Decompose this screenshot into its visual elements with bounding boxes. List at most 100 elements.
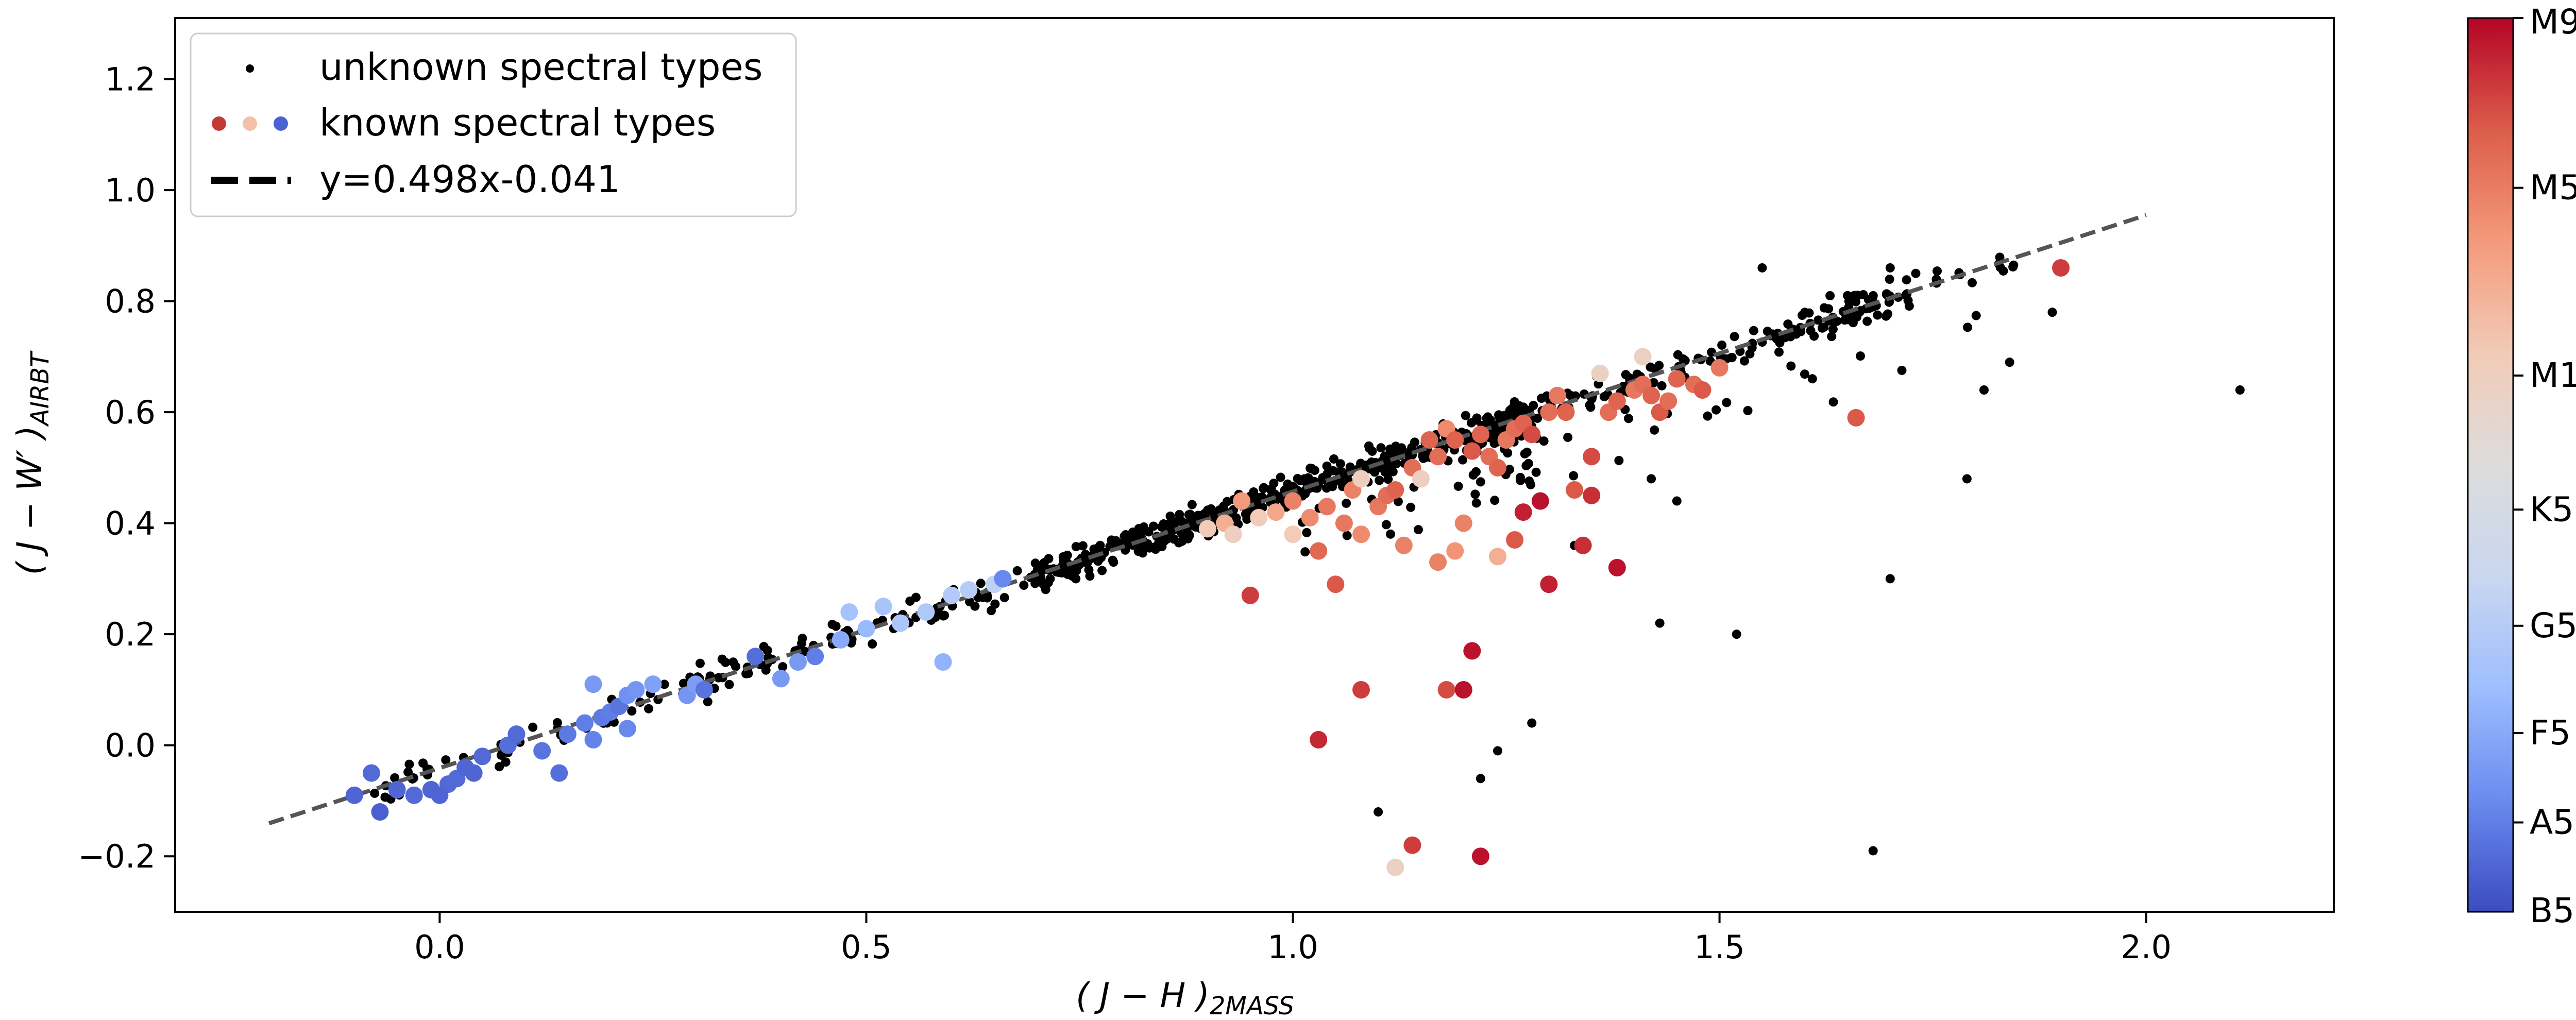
unknown-point [762, 645, 772, 655]
unknown-point [659, 679, 669, 689]
known-point [1557, 403, 1575, 421]
unknown-point [1881, 311, 1891, 321]
known-point [1642, 386, 1660, 404]
unknown-point [1828, 325, 1838, 334]
known-point [1463, 642, 1481, 660]
unknown-point [1569, 471, 1579, 481]
unknown-point [380, 792, 390, 802]
known-point [558, 725, 577, 743]
unknown-point [1745, 349, 1755, 359]
unknown-point [1711, 405, 1721, 415]
known-point [1693, 381, 1711, 399]
legend-marker-unknown [246, 64, 254, 73]
unknown-point [1850, 291, 1859, 300]
unknown-point [1657, 381, 1667, 390]
known-point [627, 681, 645, 699]
unknown-point [1505, 465, 1515, 474]
unknown-point [1184, 510, 1194, 520]
unknown-point [1730, 332, 1739, 342]
unknown-point [1176, 516, 1186, 526]
y-tick-label: 0.6 [105, 394, 156, 431]
known-point [431, 786, 449, 804]
y-tick-label: 0.0 [105, 727, 156, 764]
known-point [1608, 392, 1626, 410]
unknown-point [1406, 502, 1416, 512]
unknown-point [1276, 472, 1285, 482]
unknown-point [1563, 432, 1573, 442]
unknown-point [1335, 459, 1345, 469]
unknown-point [1093, 543, 1103, 553]
unknown-point [1482, 414, 1492, 423]
known-point [1395, 536, 1413, 554]
unknown-point [1885, 275, 1894, 284]
known-point [1250, 508, 1268, 526]
known-point [584, 675, 602, 693]
unknown-point [1971, 311, 1981, 320]
unknown-point [1383, 474, 1393, 484]
legend-label-known: known spectral types [319, 101, 716, 144]
known-point [1634, 348, 1652, 366]
colorbar-label: M9 [2530, 2, 2576, 42]
unknown-point [1814, 315, 1823, 325]
known-point [1446, 431, 1464, 449]
unknown-point [1078, 541, 1088, 551]
unknown-point [1300, 547, 1310, 557]
unknown-point [1518, 402, 1528, 412]
unknown-point [1489, 438, 1499, 448]
unknown-point [1599, 392, 1609, 402]
x-tick-label: 2.0 [2121, 928, 2172, 966]
unknown-point [1376, 443, 1386, 453]
known-point [1471, 426, 1489, 444]
unknown-point [1749, 326, 1758, 335]
unknown-point [390, 773, 400, 783]
known-point [747, 648, 765, 666]
known-point [1540, 575, 1558, 593]
known-point [1591, 364, 1609, 382]
known-point [465, 764, 483, 782]
known-point [1310, 730, 1328, 749]
unknown-point [1012, 566, 1022, 575]
known-point [857, 620, 875, 638]
unknown-point [501, 757, 511, 767]
unknown-point [1885, 574, 1895, 584]
y-tick-label: 1.0 [105, 172, 156, 209]
unknown-point [2009, 260, 2019, 270]
colorbar: M9 M5 M1 K5 G5 F5 A5 B5 [2467, 2, 2576, 930]
unknown-point [1809, 331, 1819, 341]
x-axis-ticks: 0.0 0.5 1.0 1.5 2.0 [414, 912, 2172, 966]
known-point [575, 714, 594, 732]
unknown-point [644, 704, 654, 713]
unknown-point [1019, 581, 1029, 590]
unknown-point [1650, 425, 1659, 435]
unknown-point [1206, 504, 1216, 514]
unknown-point [1783, 319, 1793, 329]
colorbar-gradient [2467, 17, 2514, 913]
unknown-point [1624, 414, 1634, 423]
known-point [550, 764, 568, 782]
unknown-point [724, 679, 734, 689]
known-point [1488, 548, 1506, 566]
unknown-point [1386, 529, 1396, 539]
legend-marker-known-blue [274, 116, 288, 131]
legend-label-unknown: unknown spectral types [319, 45, 762, 89]
known-point [1514, 503, 1532, 521]
unknown-point [1995, 252, 2005, 262]
known-point [1420, 431, 1438, 449]
unknown-point [1539, 436, 1549, 446]
unknown-point [441, 755, 451, 765]
unknown-point [1933, 266, 1942, 276]
unknown-point [761, 665, 771, 675]
known-point [1523, 426, 1541, 444]
known-point [1574, 536, 1592, 554]
unknown-point [1045, 574, 1055, 584]
known-point [1352, 525, 1370, 543]
known-point [832, 631, 850, 649]
unknown-point [1672, 496, 1682, 506]
y-axis-ticks: −0.2 0.0 0.2 0.4 0.6 0.8 1.0 1.2 [78, 61, 175, 875]
unknown-point [1856, 306, 1866, 316]
unknown-point [1364, 441, 1374, 451]
unknown-point [1979, 385, 1989, 395]
unknown-point [1614, 455, 1624, 465]
colorbar-label: B5 [2530, 891, 2574, 930]
